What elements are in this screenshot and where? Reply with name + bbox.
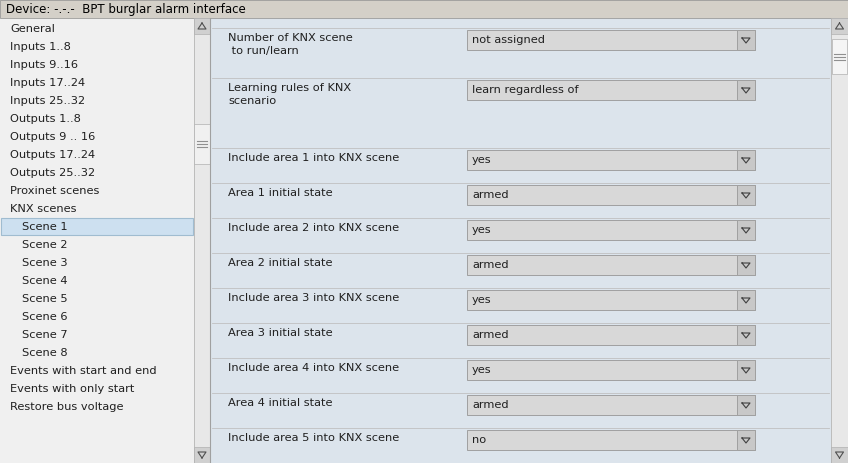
Text: Include area 4 into KNX scene: Include area 4 into KNX scene [228,363,399,373]
Text: Device: -.-.-  BPT burglar alarm interface: Device: -.-.- BPT burglar alarm interfac… [6,2,246,15]
Text: yes: yes [472,155,492,165]
Bar [467,360,755,380]
Bar [194,18,210,463]
Text: Inputs 1..8: Inputs 1..8 [10,42,71,52]
Text: yes: yes [472,225,492,235]
Bar [467,185,755,205]
Text: KNX scenes: KNX scenes [10,204,76,214]
Text: not assigned: not assigned [472,35,545,45]
Text: Events with only start: Events with only start [10,384,134,394]
Bar [737,220,755,240]
Text: Area 2 initial state: Area 2 initial state [228,258,332,268]
Text: Include area 2 into KNX scene: Include area 2 into KNX scene [228,223,399,233]
Bar [737,255,755,275]
Text: Area 1 initial state: Area 1 initial state [228,188,332,198]
Bar [737,185,755,205]
Text: Area 3 initial state: Area 3 initial state [228,328,332,338]
Bar [0,18,194,463]
Bar [467,430,755,450]
Text: no: no [472,435,486,445]
Bar [737,395,755,415]
Text: Scene 4: Scene 4 [22,276,68,286]
Text: Events with start and end: Events with start and end [10,366,157,376]
Text: Scene 3: Scene 3 [22,258,68,268]
Text: Restore bus voltage: Restore bus voltage [10,402,124,412]
Text: Scene 8: Scene 8 [22,348,68,358]
Text: Scene 6: Scene 6 [22,312,68,322]
Text: Scene 1: Scene 1 [22,222,68,232]
Bar [737,80,755,100]
Text: Learning rules of KNX: Learning rules of KNX [228,83,351,93]
Text: armed: armed [472,330,509,340]
Text: Scene 2: Scene 2 [22,240,68,250]
Text: armed: armed [472,260,509,270]
Bar [467,150,755,170]
Text: Scene 5: Scene 5 [22,294,68,304]
Bar [467,255,755,275]
Text: Inputs 17..24: Inputs 17..24 [10,78,85,88]
Bar [737,150,755,170]
Bar [737,430,755,450]
Bar [467,220,755,240]
Text: armed: armed [472,400,509,410]
Text: learn regardless of: learn regardless of [472,85,578,95]
Bar [0,0,848,18]
Text: Inputs 25..32: Inputs 25..32 [10,96,85,106]
Bar [467,290,755,310]
Bar [467,395,755,415]
Text: Scene 7: Scene 7 [22,330,68,340]
Bar [194,447,210,463]
Bar [737,290,755,310]
Text: armed: armed [472,190,509,200]
Text: Outputs 17..24: Outputs 17..24 [10,150,95,160]
Bar [737,325,755,345]
Bar [194,18,210,34]
Text: Include area 5 into KNX scene: Include area 5 into KNX scene [228,433,399,443]
Text: yes: yes [472,365,492,375]
Text: Outputs 25..32: Outputs 25..32 [10,168,95,178]
Bar [831,447,848,463]
Bar [210,18,831,463]
Text: Inputs 9..16: Inputs 9..16 [10,60,78,70]
Bar [467,325,755,345]
Bar [467,30,755,50]
Text: Outputs 9 .. 16: Outputs 9 .. 16 [10,132,95,142]
Text: scenario: scenario [228,96,276,106]
Text: Include area 3 into KNX scene: Include area 3 into KNX scene [228,293,399,303]
Text: General: General [10,24,55,34]
Bar [832,39,847,74]
Text: yes: yes [472,295,492,305]
Text: Include area 1 into KNX scene: Include area 1 into KNX scene [228,153,399,163]
Text: Proxinet scenes: Proxinet scenes [10,186,99,196]
Text: Area 4 initial state: Area 4 initial state [228,398,332,408]
Bar [737,360,755,380]
Bar [1,218,193,235]
Text: Number of KNX scene: Number of KNX scene [228,33,353,43]
Bar [737,30,755,50]
Bar [831,18,848,463]
Bar [831,18,848,34]
Text: Outputs 1..8: Outputs 1..8 [10,114,81,124]
Bar [467,80,755,100]
Text: to run/learn: to run/learn [228,46,298,56]
Bar [194,124,210,164]
